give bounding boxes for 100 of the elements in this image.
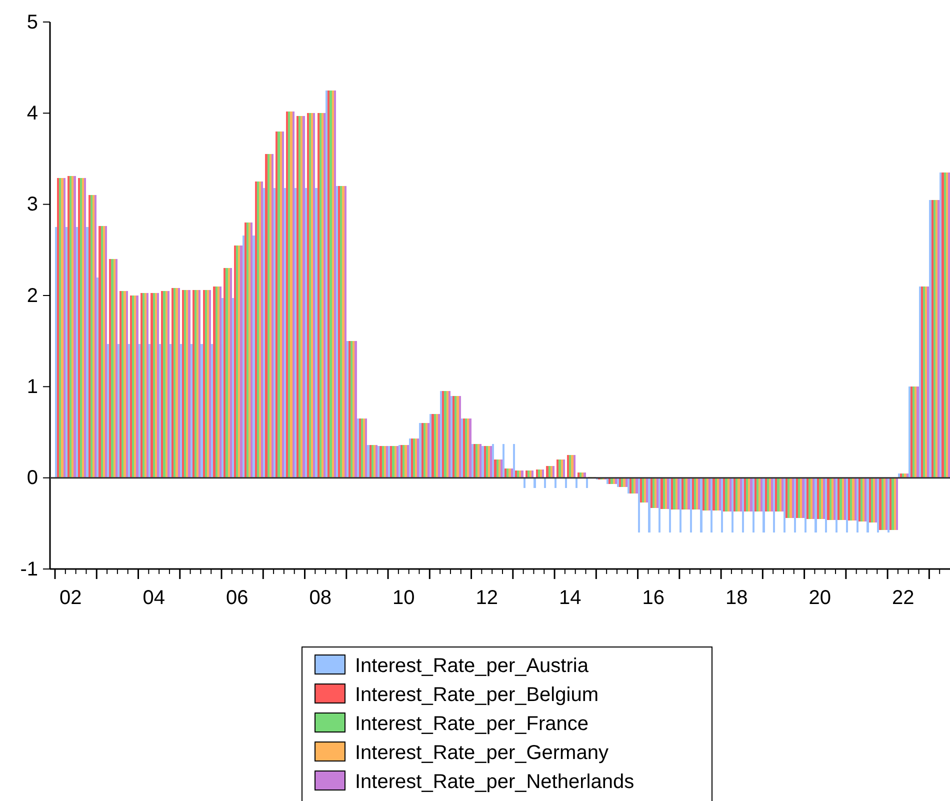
bar — [65, 227, 68, 478]
bar — [96, 277, 99, 478]
bar — [475, 444, 478, 478]
bar — [128, 344, 130, 478]
bar — [669, 478, 672, 533]
bar — [296, 116, 299, 478]
bar — [679, 478, 682, 533]
legend-label: Interest_Rate_per_France — [355, 713, 588, 735]
bar — [222, 298, 224, 478]
bar — [742, 478, 744, 533]
bar — [156, 292, 160, 478]
x-tick-label: 04 — [142, 587, 165, 609]
bar — [398, 445, 401, 478]
bar — [744, 478, 746, 512]
bar — [721, 478, 724, 533]
bar — [756, 478, 759, 512]
bar — [794, 478, 796, 533]
bar — [762, 478, 765, 533]
bar — [373, 445, 376, 478]
bar — [534, 478, 536, 488]
y-tick-label: 0 — [26, 467, 38, 490]
bar — [935, 200, 938, 478]
bar — [462, 418, 466, 478]
bar — [252, 235, 255, 478]
bar — [104, 226, 108, 478]
bar — [627, 478, 630, 494]
bar — [246, 222, 249, 478]
x-tick-label: 22 — [892, 587, 914, 609]
bar — [450, 396, 453, 478]
bar — [324, 113, 326, 478]
bar — [232, 298, 234, 478]
bar — [360, 418, 364, 478]
bar — [512, 444, 515, 478]
bar — [700, 478, 702, 533]
bar — [94, 195, 97, 478]
x-tick-label: 20 — [808, 587, 832, 609]
bar — [564, 478, 568, 488]
bar — [706, 478, 709, 511]
bar — [244, 222, 246, 478]
x-tick-label: 02 — [59, 587, 82, 609]
bar — [438, 414, 440, 478]
bar — [773, 478, 776, 533]
y-tick-label: 1 — [26, 376, 38, 398]
bar — [258, 182, 262, 478]
bar — [825, 478, 828, 533]
bar — [194, 290, 197, 478]
y-tick-label: 4 — [26, 102, 38, 125]
legend-label: Interest_Rate_per_Germany — [355, 742, 608, 764]
bar — [554, 478, 557, 488]
bar — [425, 423, 428, 478]
bar — [638, 478, 640, 533]
bar — [271, 154, 274, 478]
x-tick-label: 18 — [726, 587, 748, 609]
bar — [180, 344, 182, 478]
bar — [117, 344, 120, 478]
bar — [159, 344, 162, 478]
bar — [642, 478, 644, 502]
bar — [888, 478, 890, 533]
x-tick-label: 08 — [309, 587, 332, 609]
bar — [783, 478, 786, 533]
bar — [820, 478, 824, 519]
bar — [55, 227, 58, 478]
bar — [938, 200, 940, 478]
y-tick-label: 2 — [26, 284, 38, 307]
x-tick-label: 14 — [559, 587, 582, 609]
bar — [833, 478, 836, 520]
bar — [752, 478, 754, 533]
bar — [209, 290, 212, 478]
bar — [274, 188, 276, 478]
bar — [872, 478, 876, 523]
bar — [219, 286, 222, 478]
bar — [261, 182, 264, 478]
bar — [575, 478, 578, 488]
bar — [666, 478, 670, 509]
bar — [386, 446, 388, 478]
bar — [866, 478, 869, 533]
bar — [190, 344, 192, 478]
bar — [692, 478, 694, 510]
bar — [806, 478, 808, 519]
bar — [910, 386, 913, 478]
x-tick-label: 06 — [226, 587, 248, 609]
bar — [656, 478, 659, 508]
bar — [856, 478, 858, 533]
bar — [460, 418, 463, 478]
bar — [771, 478, 774, 512]
bar — [242, 235, 244, 478]
x-tick-label: 12 — [476, 587, 498, 609]
bar — [544, 478, 546, 488]
bar — [488, 446, 490, 478]
bar — [804, 478, 806, 533]
bar — [336, 186, 338, 478]
bar — [211, 344, 214, 478]
bar — [908, 386, 910, 478]
bar — [348, 341, 351, 478]
bar — [836, 478, 838, 533]
bar — [138, 344, 140, 478]
bar — [148, 344, 151, 478]
x-tick-label: 16 — [642, 587, 665, 609]
bar — [858, 478, 860, 522]
bar — [710, 478, 713, 533]
